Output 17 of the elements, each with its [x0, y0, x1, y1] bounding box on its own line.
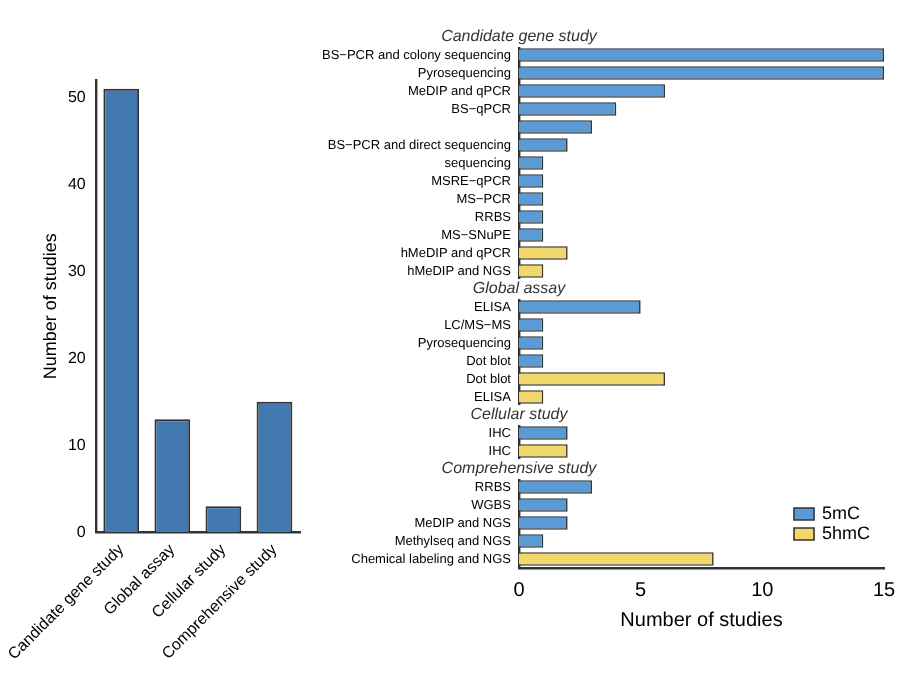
annotation: Cellular study [470, 405, 570, 424]
annotation: Global assay [472, 279, 568, 298]
x-tick-label: 15 [872, 579, 896, 602]
y-tick-label: 50 [67, 87, 87, 106]
y-tick-label: 0 [76, 522, 87, 541]
y-tick-label: 10 [67, 435, 87, 454]
y-tick-label: 40 [67, 174, 87, 193]
y-tick-label: 30 [67, 261, 87, 280]
legend-label: 5mC [822, 502, 861, 523]
x-axis-title: Number of studies [620, 609, 783, 632]
annotation: Candidate gene study [441, 27, 599, 46]
y-tick-label: 20 [67, 348, 87, 367]
x-tick-label: 5 [635, 579, 648, 602]
legend-label: 5hmC [822, 522, 872, 543]
y-axis-title: Number of studies [40, 232, 61, 380]
x-tick-label: 10 [751, 579, 775, 602]
annotation: Comprehensive study [441, 459, 599, 478]
